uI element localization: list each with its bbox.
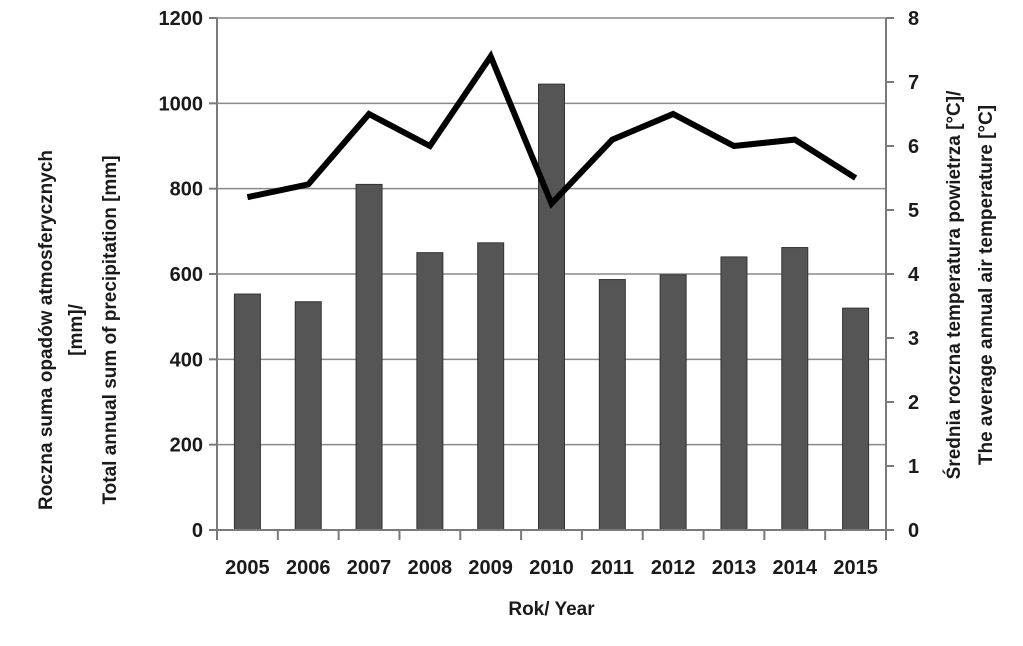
left-axis-title-line-3: Total annual sum of precipitation [mm] — [100, 155, 121, 504]
x-tick-label-2010: 2010 — [529, 557, 574, 579]
bar-2010 — [538, 83, 565, 531]
tick-labels: 0 200 400 600 800 1000 1200 0 1 2 3 4 5 6 7 8 2005 2006 20… — [159, 8, 921, 579]
x-tick-label-2013: 2013 — [712, 557, 757, 579]
axis-titles: Rok/ Year Roczna suma opadów atmosferyczn… — [36, 90, 997, 620]
right-axis-title-line-2: The average annual air temperature [°C] — [976, 105, 997, 465]
precipitation-bars — [233, 83, 870, 531]
right-tick-label-6: 6 — [908, 136, 919, 158]
x-tick-label-2009: 2009 — [468, 557, 513, 579]
bar-2007 — [355, 183, 383, 531]
bar-2005 — [233, 293, 261, 531]
left-axis-title-line-1: Roczna suma opadów atmosferycznych — [36, 150, 57, 510]
left-tick-label-400: 400 — [170, 349, 203, 371]
right-tick-label-7: 7 — [908, 72, 919, 94]
x-tick-label-2011: 2011 — [591, 557, 634, 579]
axes — [209, 17, 894, 540]
x-tick-label-2008: 2008 — [408, 557, 453, 579]
left-axis-title-line-2: [mm]/ — [66, 303, 87, 355]
right-tick-label-1: 1 — [908, 456, 919, 478]
x-tick-label-2014: 2014 — [773, 557, 818, 579]
left-tick-label-0: 0 — [192, 520, 203, 542]
temperature-line-group — [246, 50, 858, 210]
x-axis-title: Rok/ Year — [508, 599, 595, 620]
left-tick-label-1200: 1200 — [159, 8, 204, 30]
bar-2012 — [659, 274, 687, 531]
left-tick-label-800: 800 — [170, 179, 203, 201]
temperature-line — [246, 50, 858, 210]
left-tick-label-1000: 1000 — [159, 93, 204, 115]
bar-2008 — [416, 252, 444, 531]
bar-2015 — [842, 307, 870, 531]
right-tick-label-0: 0 — [908, 520, 919, 542]
left-tick-label-600: 600 — [170, 264, 203, 286]
x-tick-label-2007: 2007 — [347, 557, 392, 579]
x-tick-label-2012: 2012 — [651, 557, 696, 579]
x-tick-label-2005: 2005 — [225, 557, 270, 579]
x-tick-label-2006: 2006 — [286, 557, 331, 579]
right-tick-label-2: 2 — [908, 392, 919, 414]
right-tick-label-3: 3 — [908, 328, 919, 350]
right-tick-label-4: 4 — [908, 264, 920, 286]
bar-2013 — [720, 256, 748, 531]
right-axis-title-line-1: Średnia roczna temperatura powietrza [°C… — [943, 90, 965, 479]
bar-2011 — [598, 279, 626, 531]
right-tick-label-8: 8 — [908, 8, 919, 30]
x-tick-label-2015: 2015 — [833, 557, 878, 579]
bar-2014 — [781, 247, 809, 531]
right-tick-label-5: 5 — [908, 200, 919, 222]
left-tick-label-200: 200 — [170, 435, 203, 457]
bar-2006 — [294, 301, 322, 531]
bar-2009 — [477, 242, 505, 531]
